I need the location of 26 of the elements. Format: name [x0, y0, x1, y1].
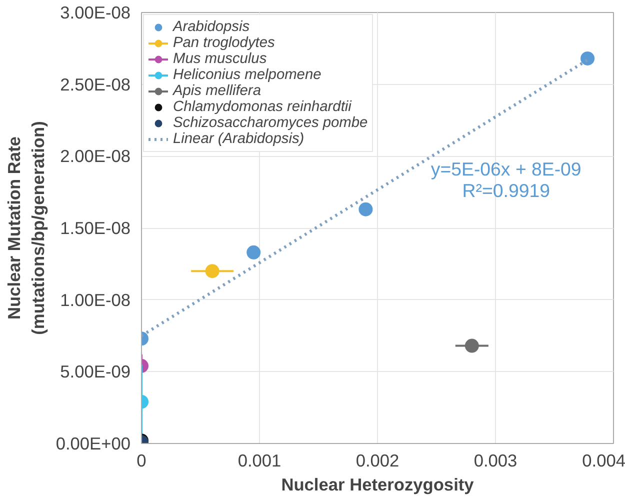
y-tick-label: 0.00E+00 [56, 434, 131, 454]
legend-label: Apis mellifera [173, 83, 261, 99]
legend-label: Heliconius melpomene [173, 67, 322, 83]
y-tick-label: 3.00E-08 [60, 2, 130, 22]
x-tick-label: 0.004 [582, 450, 625, 470]
y-tick-label: 2.00E-08 [60, 146, 130, 166]
point [358, 202, 373, 216]
point [464, 338, 479, 353]
annotation: y=5E-06x + 8E-09 [430, 158, 582, 180]
x-tick-label: 0.001 [238, 450, 282, 470]
legend-label: Mus musculus [173, 51, 267, 67]
legend-label: Chlamydomonas reinhardtii [173, 99, 352, 115]
y-tick-label: 2.50E-08 [60, 74, 130, 94]
y-axis-title: Nuclear Mutation Rate (mutations/bp/generation) [4, 121, 48, 335]
legend-label: Linear (Arabidopsis) [173, 131, 304, 147]
x-tick-label: 0 [136, 450, 146, 470]
x-tick-label: 0.002 [356, 450, 400, 470]
x-tick-label: 0.003 [474, 450, 518, 470]
annotation: R²=0.9919 [462, 180, 550, 202]
y-tick-label: 1.00E-08 [60, 290, 130, 310]
legend-label: Pan troglodytes [173, 35, 275, 51]
legend-label: Schizosaccharomyces pombe [173, 115, 368, 131]
y-tick-label: 1.50E-08 [60, 218, 130, 238]
y-tick-label: 5.00E-09 [60, 362, 130, 382]
x-axis-title: Nuclear Heterozygosity [281, 474, 474, 494]
legend-label: Arabidopsis [173, 19, 250, 35]
